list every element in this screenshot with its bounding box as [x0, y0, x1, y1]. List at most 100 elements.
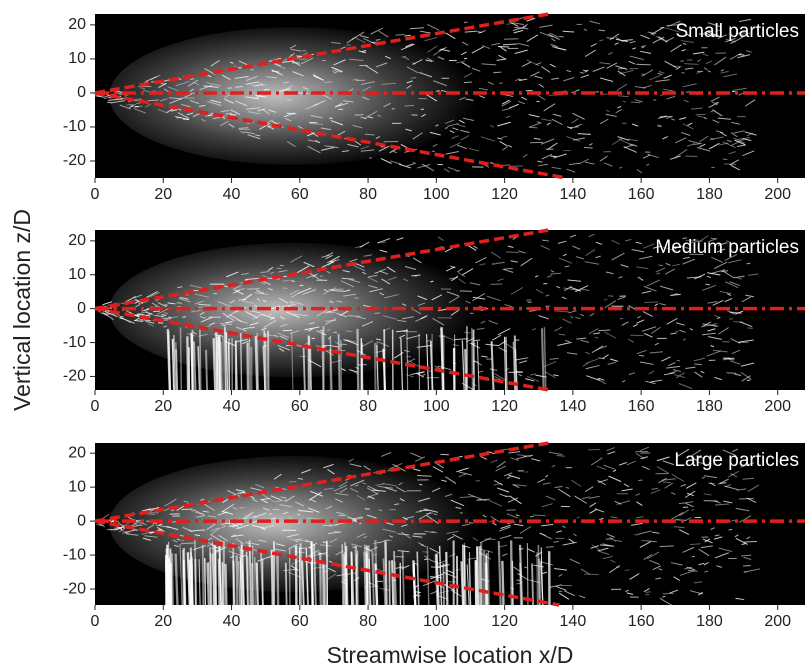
particle-streak [200, 498, 205, 501]
particle-streak [223, 522, 230, 525]
particle-streak [462, 268, 474, 276]
particle-streak [289, 44, 297, 49]
settling-streak [166, 328, 171, 391]
particle-streak [541, 118, 553, 122]
particle-streak [589, 143, 593, 146]
particle-streak [558, 573, 563, 577]
particle-streak [381, 82, 396, 85]
particle-streak [416, 163, 431, 169]
particle-streak [621, 321, 629, 326]
particle-streak [102, 311, 114, 320]
particle-streak [696, 461, 710, 466]
particle-streak [401, 55, 407, 58]
particle-streak [231, 534, 244, 537]
settling-streak [235, 555, 239, 606]
particle-streak [229, 61, 234, 64]
particle-streak [678, 529, 690, 535]
particle-streak [698, 235, 709, 243]
particle-streak [521, 61, 532, 67]
settling-streak [400, 337, 404, 391]
particle-streak [180, 542, 195, 545]
particle-streak [682, 258, 696, 265]
settling-streak [171, 338, 175, 391]
particle-streak [636, 63, 651, 66]
particle-streak [650, 489, 661, 494]
particle-streak [361, 340, 374, 348]
particle-streak [335, 511, 345, 515]
particle-streak [662, 246, 677, 252]
particle-streak [427, 23, 440, 31]
particle-streak [293, 313, 309, 317]
particle-streak [595, 255, 601, 259]
particle-streak [286, 533, 299, 538]
particle-streak [643, 333, 653, 338]
particle-streak [726, 240, 733, 244]
particle-streak [411, 274, 421, 277]
particle-streak [374, 312, 381, 314]
particle-streak [639, 446, 650, 452]
particle-streak [529, 579, 541, 584]
particle-streak [279, 316, 286, 320]
particle-streak [586, 375, 601, 381]
panel-label: Medium particles [655, 237, 799, 258]
particle-streak [406, 162, 416, 167]
particle-streak [235, 326, 247, 332]
particle-streak [179, 296, 189, 300]
particle-streak [379, 292, 385, 296]
particle-streak [733, 137, 745, 144]
particle-streak [640, 456, 649, 460]
particle-streak [400, 43, 416, 51]
particle-streak [349, 487, 359, 493]
y-tick-label: 0 [77, 300, 86, 317]
particle-streak [354, 297, 359, 299]
particle-streak [362, 271, 367, 275]
particle-streak [431, 487, 441, 493]
particle-streak [249, 322, 259, 326]
particle-streak [490, 459, 499, 464]
particle-streak [597, 357, 605, 360]
particle-streak [448, 295, 460, 304]
particle-streak [565, 486, 570, 489]
particle-streak [254, 82, 264, 88]
particle-streak [460, 51, 467, 56]
particle-streak [500, 524, 511, 530]
particle-streak [702, 538, 713, 544]
particle-streak [386, 266, 396, 273]
particle-streak [431, 294, 443, 301]
particle-streak [676, 359, 680, 362]
particle-streak [307, 517, 321, 520]
particle-streak [715, 29, 721, 33]
particle-streak [563, 77, 575, 82]
particle-streak [675, 322, 685, 326]
settling-streak [174, 342, 178, 391]
particle-streak [346, 37, 355, 44]
particle-streak [672, 369, 682, 373]
particle-streak [157, 307, 170, 315]
particle-streak [369, 288, 383, 293]
particle-streak [598, 479, 608, 483]
particle-streak [554, 326, 563, 332]
spread-line [94, 519, 560, 607]
particle-streak [684, 63, 699, 65]
particle-streak [501, 146, 509, 151]
particle-streak [569, 558, 581, 565]
particle-streak [295, 539, 309, 542]
particle-streak [352, 124, 363, 129]
settling-streak [485, 555, 489, 606]
particle-streak [711, 256, 723, 263]
particle-streak [286, 140, 296, 148]
particle-streak [645, 591, 651, 594]
particle-streak [263, 88, 270, 91]
particle-streak [566, 135, 581, 142]
particle-streak [458, 96, 466, 101]
particle-streak [522, 154, 528, 158]
particle-streak [602, 543, 612, 547]
particle-streak [577, 133, 591, 135]
particle-streak [635, 241, 642, 245]
particle-streak [331, 41, 341, 45]
particle-streak [229, 314, 243, 323]
particle-streak [458, 471, 473, 476]
settling-streak [537, 544, 540, 606]
particle-streak [642, 154, 651, 159]
particle-streak [658, 477, 667, 484]
